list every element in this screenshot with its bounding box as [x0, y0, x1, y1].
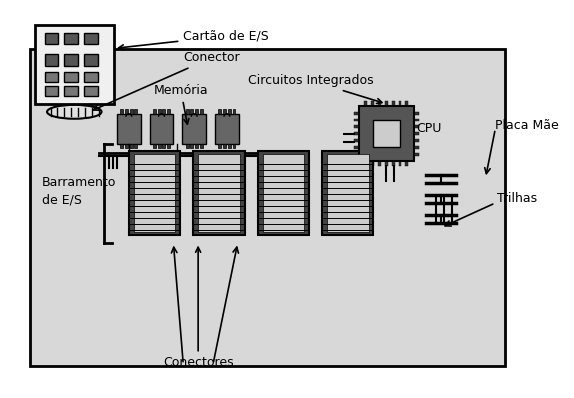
Bar — [117, 114, 141, 144]
Bar — [167, 144, 170, 148]
Bar — [129, 152, 180, 235]
Bar — [354, 119, 359, 121]
Bar — [414, 152, 418, 156]
Bar — [414, 119, 418, 121]
Bar — [262, 154, 304, 232]
Bar — [130, 144, 133, 148]
Bar — [414, 132, 418, 135]
Bar — [414, 146, 418, 149]
Bar — [158, 109, 161, 114]
Bar — [153, 144, 156, 148]
FancyBboxPatch shape — [30, 49, 505, 367]
Bar — [364, 161, 367, 166]
Bar — [193, 152, 245, 235]
Bar — [405, 101, 408, 106]
Bar — [195, 144, 198, 148]
Bar — [45, 33, 59, 45]
Bar — [45, 72, 59, 82]
Bar — [215, 114, 239, 144]
Text: Conector: Conector — [94, 51, 240, 110]
Text: Barramento
de E/S: Barramento de E/S — [41, 176, 116, 206]
Bar — [391, 101, 395, 106]
Bar — [191, 109, 193, 114]
Bar — [120, 144, 123, 148]
Bar — [150, 114, 173, 144]
Text: Placa Mãe: Placa Mãe — [495, 119, 559, 132]
Bar — [414, 112, 418, 115]
Bar — [322, 152, 374, 235]
Bar — [198, 154, 240, 232]
Bar — [34, 25, 114, 104]
Bar — [185, 109, 188, 114]
Bar — [228, 109, 231, 114]
Bar — [84, 33, 98, 45]
Bar — [223, 109, 226, 114]
Ellipse shape — [47, 105, 102, 119]
Bar — [64, 86, 78, 96]
Bar — [385, 161, 388, 166]
Bar — [405, 161, 408, 166]
Bar — [183, 114, 206, 144]
Text: Conectores: Conectores — [163, 247, 234, 369]
Text: CPU: CPU — [416, 122, 441, 135]
Bar — [134, 109, 137, 114]
Bar — [125, 109, 128, 114]
Bar — [84, 72, 98, 82]
Bar — [84, 55, 98, 66]
Bar — [200, 109, 203, 114]
Bar — [191, 144, 193, 148]
Bar — [258, 152, 309, 235]
Bar — [385, 101, 388, 106]
Bar — [218, 144, 221, 148]
Bar — [64, 72, 78, 82]
Bar — [364, 101, 367, 106]
Bar — [373, 120, 400, 148]
Bar — [218, 109, 221, 114]
Bar — [223, 144, 226, 148]
Bar — [228, 144, 231, 148]
Text: Circuitos Integrados: Circuitos Integrados — [247, 74, 382, 103]
Bar — [398, 101, 401, 106]
Bar — [414, 139, 418, 142]
Bar — [371, 101, 374, 106]
Bar — [45, 55, 59, 66]
Bar — [398, 161, 401, 166]
Bar — [354, 152, 359, 156]
Bar — [414, 125, 418, 128]
Bar — [45, 86, 59, 96]
Bar — [158, 144, 161, 148]
Text: Memória: Memória — [154, 84, 208, 124]
Bar — [162, 144, 165, 148]
Bar — [134, 144, 137, 148]
Bar — [125, 144, 128, 148]
Bar — [371, 161, 374, 166]
Bar — [64, 33, 78, 45]
Bar — [162, 109, 165, 114]
Text: Trilhas: Trilhas — [497, 191, 537, 205]
Bar — [195, 109, 198, 114]
Bar — [327, 154, 369, 232]
Bar — [64, 55, 78, 66]
Bar — [232, 144, 235, 148]
Bar — [354, 132, 359, 135]
Bar — [153, 109, 156, 114]
Bar — [167, 109, 170, 114]
Bar — [120, 109, 123, 114]
Bar — [391, 161, 395, 166]
Bar — [185, 144, 188, 148]
Bar — [354, 139, 359, 142]
Bar — [200, 144, 203, 148]
Bar — [359, 106, 414, 161]
Bar — [84, 86, 98, 96]
Bar — [378, 101, 381, 106]
Bar — [354, 125, 359, 128]
Bar — [354, 112, 359, 115]
Bar — [354, 146, 359, 149]
Bar — [130, 109, 133, 114]
Bar — [134, 154, 175, 232]
Text: Cartão de E/S: Cartão de E/S — [119, 29, 269, 50]
Bar — [378, 161, 381, 166]
Bar — [232, 109, 235, 114]
